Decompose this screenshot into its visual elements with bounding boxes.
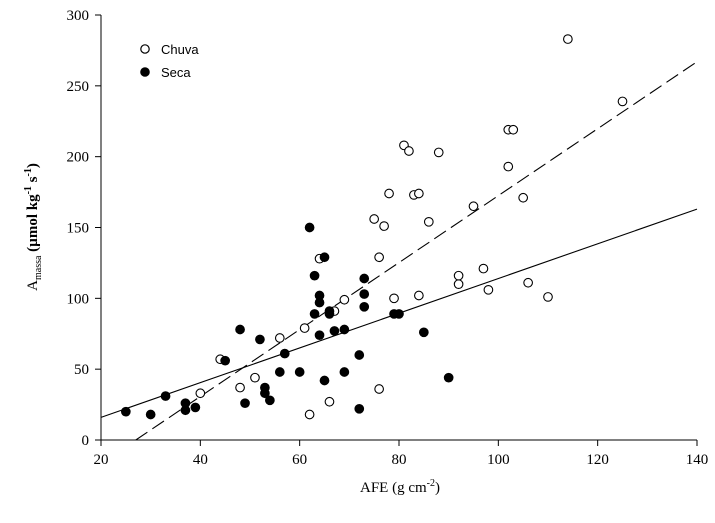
x-tick-label: 60 (292, 452, 307, 468)
data-point-seca (354, 350, 365, 360)
data-point-chuva (617, 96, 628, 107)
data-point-seca (274, 367, 285, 377)
y-axis-title: Amassa (µmol kg-1 s-1) (23, 163, 44, 291)
legend: Chuva Seca (140, 42, 199, 80)
data-point-seca (418, 327, 429, 338)
data-point-chuva (563, 34, 573, 44)
data-point-chuva (404, 146, 414, 156)
data-point-chuva (339, 294, 350, 305)
data-point-chuva (379, 221, 389, 231)
data-point-seca (319, 375, 330, 386)
data-point-chuva (423, 216, 434, 227)
y-tick-label: 50 (74, 362, 89, 378)
data-point-chuva (304, 409, 315, 420)
legend-marker-chuva (140, 44, 150, 54)
data-point-seca (304, 222, 315, 233)
plot-area: 20 40 60 80 100 120 140 0 50 100 150 200 250 300 (67, 8, 709, 468)
data-point-chuva (518, 192, 529, 203)
data-point-chuva (433, 147, 444, 158)
data-point-seca (354, 403, 365, 414)
data-point-seca (255, 334, 265, 345)
data-point-chuva (543, 292, 553, 302)
data-point-seca (324, 309, 335, 319)
data-point-seca (260, 382, 270, 393)
data-point-seca (265, 395, 275, 406)
data-point-chuva (250, 372, 260, 383)
data-point-seca (443, 372, 454, 383)
x-tick-label: 20 (94, 452, 109, 468)
data-point-chuva (468, 201, 479, 212)
y-tick-label: 150 (67, 221, 90, 237)
data-point-seca (339, 324, 350, 335)
data-point-chuva (414, 188, 424, 199)
data-point-seca (319, 252, 330, 263)
data-point-chuva (195, 388, 206, 399)
y-tick-label: 250 (67, 79, 90, 95)
data-point-chuva (324, 396, 335, 407)
data-point-chuva (478, 263, 489, 274)
data-point-chuva (369, 214, 380, 224)
data-point-chuva (235, 382, 245, 393)
data-point-seca (240, 398, 250, 409)
data-point-chuva (384, 188, 394, 199)
data-point-seca (235, 324, 245, 335)
legend-label-seca: Seca (161, 65, 191, 80)
data-point-seca (309, 309, 320, 319)
data-point-seca (314, 330, 325, 341)
data-point-chuva (508, 124, 519, 135)
data-point-seca (145, 409, 156, 420)
legend-marker-seca (140, 67, 150, 77)
data-point-seca (359, 273, 370, 284)
data-point-seca (329, 326, 340, 336)
data-point-seca (309, 270, 320, 281)
data-point-seca (220, 355, 231, 366)
x-tick-label: 140 (686, 452, 709, 468)
y-tick-label: 100 (67, 291, 90, 307)
data-point-seca (294, 367, 305, 377)
data-point-seca (279, 348, 290, 359)
x-tick-label: 80 (392, 452, 407, 468)
data-point-chuva (503, 161, 514, 172)
data-point-seca (120, 406, 131, 417)
data-point-seca (180, 398, 191, 409)
data-point-seca (190, 402, 201, 413)
y-tick-label: 0 (82, 433, 90, 449)
data-point-chuva (274, 333, 285, 343)
fit-line-chuva (135, 61, 698, 441)
legend-label-chuva: Chuva (161, 42, 199, 57)
data-point-chuva (374, 384, 384, 394)
data-point-seca (394, 309, 404, 319)
data-point-seca (160, 391, 171, 401)
y-tick-label: 200 (67, 150, 90, 166)
x-tick-label: 40 (193, 452, 208, 468)
data-point-seca (339, 367, 350, 377)
data-point-chuva (299, 323, 310, 333)
data-point-chuva (483, 284, 494, 295)
data-point-chuva (414, 290, 424, 301)
data-point-chuva (374, 252, 384, 263)
data-point-chuva (389, 293, 399, 304)
y-tick-label: 300 (67, 8, 90, 24)
data-point-chuva (523, 277, 533, 288)
data-point-chuva (453, 279, 464, 290)
x-axis-title: AFE (g cm-2) (360, 478, 440, 496)
x-tick-label: 100 (487, 452, 510, 468)
x-tick-label: 120 (586, 452, 609, 468)
data-point-seca (314, 297, 325, 308)
data-point-seca (359, 301, 370, 312)
data-point-chuva (453, 270, 464, 281)
data-point-seca (359, 289, 370, 299)
